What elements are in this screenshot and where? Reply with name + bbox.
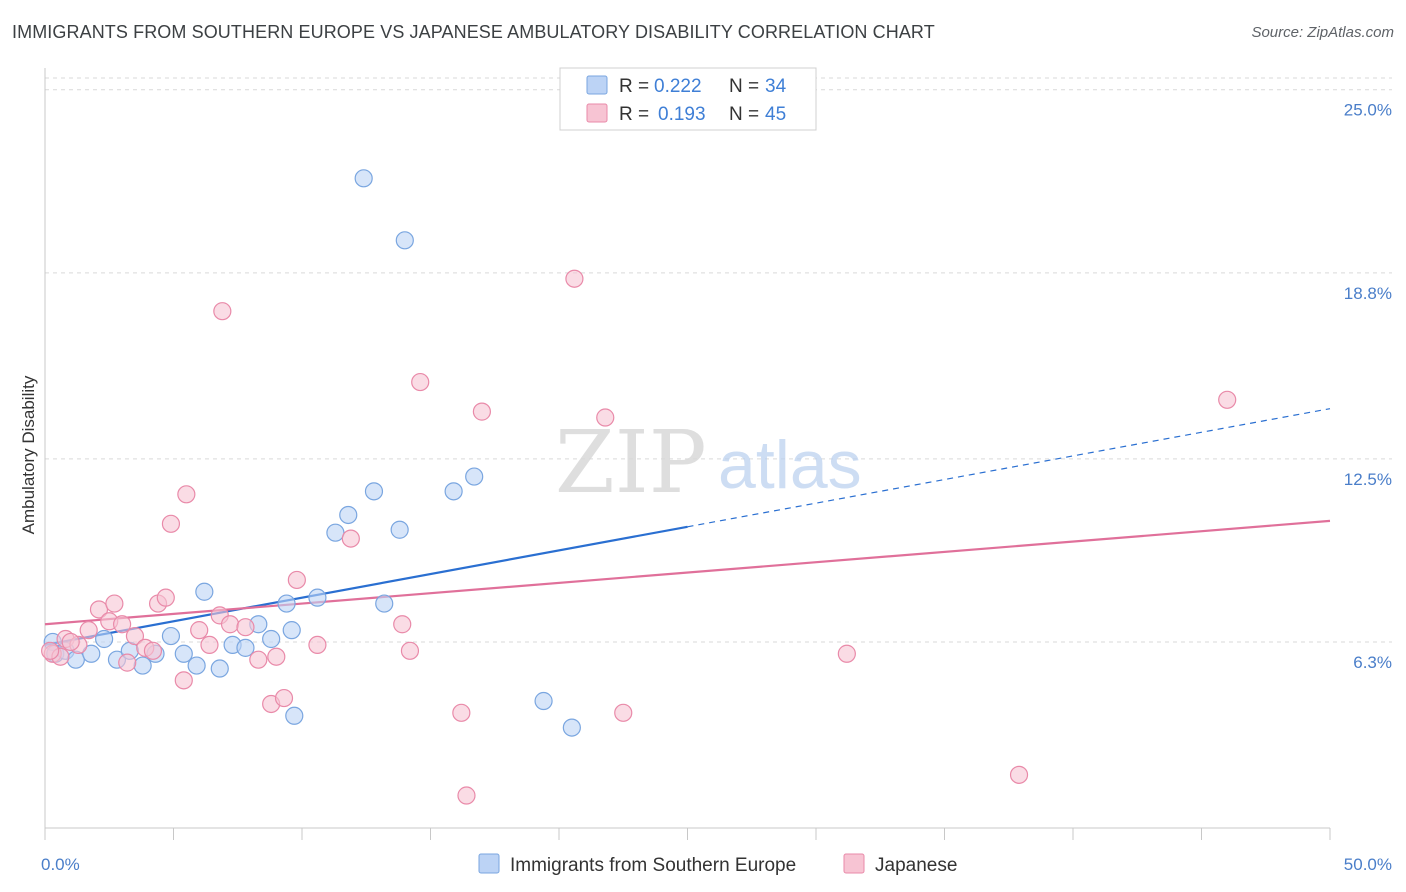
point-japanese-18 — [190, 621, 209, 640]
point-southern-europe-21 — [282, 621, 301, 640]
point-japanese-4 — [79, 621, 98, 640]
point-japanese-23 — [236, 618, 255, 637]
y-tick-label-0: 6.3% — [1353, 653, 1392, 672]
point-southern-europe-11 — [174, 644, 193, 663]
legend-box: R = 0.222 N = 34 R = 0.193 N = 45 — [559, 67, 817, 131]
point-japanese-10 — [125, 626, 145, 646]
point-southern-europe-12 — [187, 656, 206, 675]
point-japanese-21 — [213, 302, 232, 321]
point-southern-europe-26 — [364, 482, 384, 501]
point-japanese-12 — [143, 641, 163, 660]
point-japanese-37 — [565, 269, 584, 288]
point-japanese-39 — [614, 703, 633, 722]
legend-n-value-2: 45 — [765, 104, 786, 125]
point-japanese-17 — [177, 485, 196, 504]
bottom-legend-label-japanese: Japanese — [875, 855, 957, 876]
legend-n-value-1: 34 — [765, 76, 787, 97]
trendline-japanese — [44, 519, 1331, 626]
point-japanese-9 — [118, 653, 137, 672]
source-label: Source: ZipAtlas.com — [1251, 24, 1394, 41]
point-japanese-14 — [156, 588, 175, 607]
grid-lines — [45, 77, 1392, 643]
point-southern-europe-31 — [465, 467, 484, 486]
point-southern-europe-27 — [375, 594, 394, 613]
point-southern-europe-28 — [390, 520, 409, 539]
point-japanese-29 — [308, 635, 327, 655]
point-southern-europe-20 — [285, 706, 304, 725]
point-southern-europe-33 — [562, 718, 581, 737]
point-japanese-22 — [220, 615, 240, 634]
point-japanese-24 — [249, 650, 268, 669]
y-tick-labels: 6.3% 12.5% 18.8% 25.0% — [1344, 101, 1392, 672]
axes — [44, 68, 1331, 840]
legend-swatch-blue — [586, 75, 608, 95]
x-tick-label-0: 0.0% — [41, 855, 80, 874]
point-japanese-8 — [112, 615, 132, 634]
legend-r-value-1: 0.222 — [654, 76, 702, 97]
point-japanese-7 — [105, 594, 124, 613]
y-tick-label-2: 18.8% — [1344, 284, 1392, 303]
point-japanese-34 — [452, 703, 471, 722]
watermark-atlas: atlas — [718, 427, 862, 503]
y-tick-label-3: 25.0% — [1344, 101, 1392, 120]
x-tick-labels: 0.0% 50.0% — [41, 855, 1392, 874]
legend-r-value-2: 0.193 — [658, 104, 706, 125]
legend-r-label-1: R = — [619, 76, 649, 97]
point-southern-europe-18 — [262, 629, 281, 649]
point-southern-europe-4 — [82, 644, 101, 663]
legend-r-label-2: R = — [619, 104, 649, 125]
point-japanese-16 — [174, 671, 193, 690]
bottom-legend-swatch-pink — [843, 853, 865, 874]
point-southern-europe-19 — [277, 594, 296, 613]
trendline-southern-europe-extension — [687, 408, 1331, 528]
x-tick-label-1: 50.0% — [1344, 855, 1392, 874]
bottom-legend-swatch-blue — [478, 853, 500, 874]
point-southern-europe-22 — [308, 588, 327, 607]
point-japanese-35 — [457, 786, 476, 805]
point-japanese-31 — [393, 615, 412, 634]
point-japanese-32 — [400, 641, 420, 660]
point-southern-europe-3 — [66, 650, 85, 669]
legend-n-label-1: N = — [729, 76, 759, 97]
point-japanese-36 — [472, 402, 491, 421]
watermark-zip: ZIP — [555, 413, 707, 513]
point-japanese-38 — [596, 408, 615, 427]
point-southern-europe-32 — [534, 691, 553, 711]
point-southern-europe-5 — [95, 629, 114, 649]
point-japanese-28 — [287, 570, 306, 590]
point-japanese-26 — [267, 647, 286, 666]
point-japanese-30 — [341, 529, 360, 548]
point-japanese-43 — [41, 641, 60, 660]
trendline-southern-europe — [44, 525, 688, 646]
point-japanese-19 — [200, 635, 219, 655]
point-southern-europe-29 — [395, 231, 414, 250]
y-axis-label: Ambulatory Disability — [19, 375, 38, 534]
point-southern-europe-16 — [236, 638, 255, 657]
point-japanese-33 — [411, 372, 430, 392]
legend-swatch-pink — [586, 103, 608, 123]
legend-n-label-2: N = — [729, 104, 759, 125]
point-japanese-15 — [161, 514, 181, 533]
data-points — [41, 169, 1237, 805]
point-japanese-40 — [837, 644, 856, 663]
bottom-legend-label-southern-europe: Immigrants from Southern Europe — [510, 855, 796, 876]
point-southern-europe-10 — [161, 626, 181, 646]
point-japanese-42 — [1218, 390, 1237, 409]
point-southern-europe-14 — [210, 659, 229, 678]
y-tick-label-1: 12.5% — [1344, 470, 1392, 489]
point-southern-europe-30 — [444, 482, 463, 501]
point-japanese-41 — [1009, 765, 1029, 784]
point-southern-europe-24 — [339, 505, 358, 525]
point-japanese-44 — [61, 632, 80, 652]
bottom-legend: Immigrants from Southern Europe Japanese — [478, 853, 957, 876]
chart-title: IMMIGRANTS FROM SOUTHERN EUROPE VS JAPAN… — [12, 22, 935, 42]
point-southern-europe-25 — [354, 169, 373, 188]
trendlines — [44, 408, 1331, 646]
point-southern-europe-23 — [326, 523, 345, 542]
point-southern-europe-13 — [195, 582, 214, 601]
point-japanese-27 — [274, 688, 294, 708]
